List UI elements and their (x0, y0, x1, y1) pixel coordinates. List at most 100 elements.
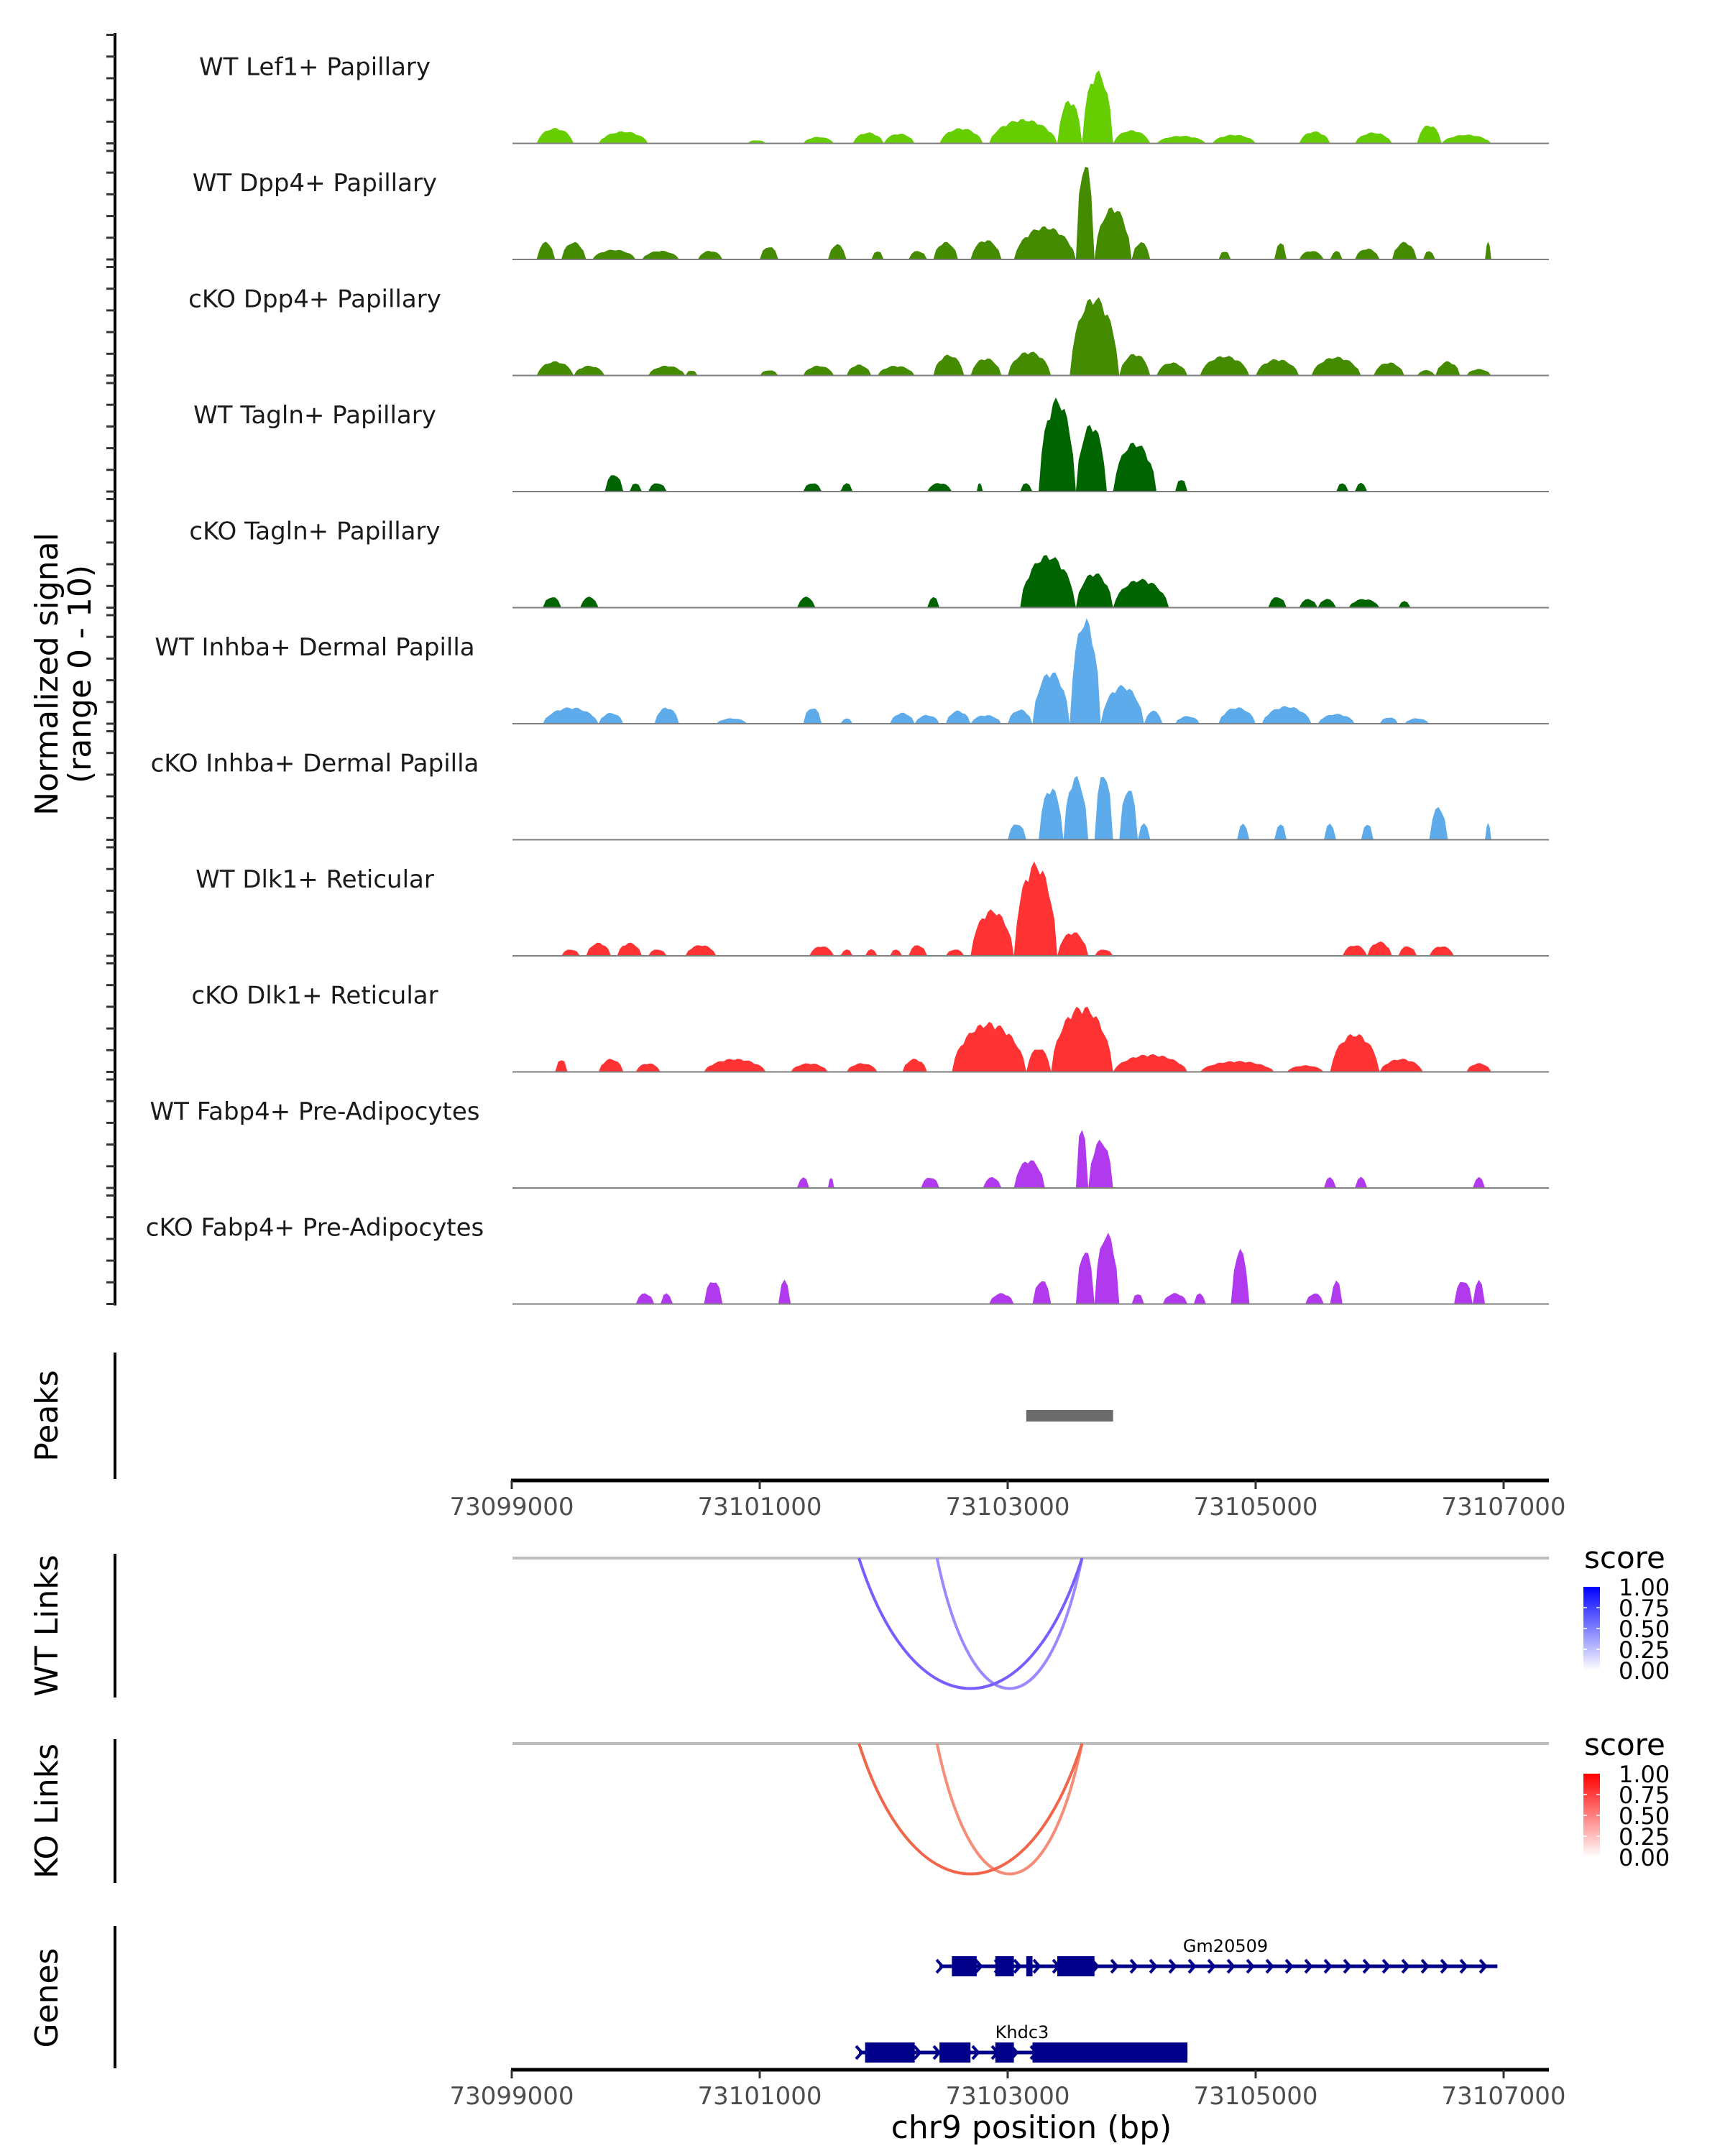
peak-region (1026, 1410, 1113, 1422)
coverage-peak (840, 718, 853, 724)
coverage-peak (1008, 824, 1026, 840)
strand-arrow-icon (1129, 1958, 1138, 1974)
coverage-peak (1119, 791, 1138, 840)
strand-arrow-icon (935, 1958, 944, 1974)
coverage-peak (796, 596, 816, 608)
ko-links-label: KO Links (29, 1743, 65, 1879)
x-tick-label: 73103000 (945, 1493, 1070, 1521)
coverage-peak (1119, 354, 1151, 376)
coverage-peak (629, 483, 643, 492)
coverage-peak (970, 715, 1002, 724)
coverage-peak (586, 942, 611, 956)
strand-arrow-icon (1401, 1958, 1410, 1974)
coverage-peak (1200, 356, 1250, 376)
coverage-peak (1013, 226, 1076, 259)
coverage-track: WT Dlk1+ Reticular (196, 861, 1549, 957)
coverage-peak (648, 949, 667, 956)
coverage-peak (865, 949, 878, 956)
coverage-peak (1299, 131, 1330, 144)
link-arc (935, 1743, 1084, 1876)
coverage-peak (1379, 717, 1399, 724)
coverage-peak (697, 251, 723, 259)
coverage-peak (1218, 252, 1231, 259)
gene: Khdc3 (855, 2022, 1188, 2063)
coverage-peak (1317, 714, 1355, 724)
coverage-peak (1237, 824, 1250, 840)
coverage-peak (1355, 1176, 1368, 1188)
coverage-peak (945, 949, 965, 956)
strand-arrow-icon (1304, 1958, 1313, 1974)
gene: Gm20509 (935, 1936, 1498, 1976)
track-label: WT Fabp4+ Pre-Adipocytes (150, 1097, 480, 1126)
strand-arrow-icon (1032, 1958, 1041, 1974)
coverage-peak (1355, 482, 1368, 492)
coverage-peak (1317, 599, 1337, 608)
coverage-track: cKO Dlk1+ Reticular (191, 982, 1549, 1073)
coverage-peak (970, 358, 1002, 376)
coverage-peak (1138, 823, 1151, 840)
track-label: WT Inhba+ Dermal Papilla (155, 633, 474, 662)
x-axis-top: 73099000 73101000 73103000 73105000 73107000 (449, 1478, 1566, 1521)
x-tick-label: 73101000 (697, 2082, 822, 2111)
coverage-peak (970, 909, 1014, 956)
coverage-peak (1075, 167, 1095, 259)
coverage-peak (704, 1282, 723, 1304)
strand-arrow-icon (1440, 1958, 1449, 1974)
coverage-peak (1131, 242, 1151, 259)
link-arc (935, 1557, 1084, 1690)
track-label: WT Tagln+ Papillary (193, 401, 436, 430)
coverage-peak (1082, 70, 1113, 144)
coverage-peak (555, 1060, 568, 1072)
strand-arrow-icon (1478, 1958, 1488, 1974)
strand-arrow-icon (974, 1958, 983, 1974)
coverage-peak (1156, 135, 1206, 144)
coverage-peak (1422, 251, 1436, 259)
legend-tick-label: 0.00 (1619, 1844, 1670, 1871)
coverage-peak (1070, 618, 1101, 724)
coverage-peak (1032, 672, 1070, 724)
coverage-peak (1311, 356, 1361, 376)
coverage-peak (976, 483, 983, 492)
gene-label: Khdc3 (995, 2022, 1049, 2042)
coverage-peak (1466, 369, 1491, 376)
coverage-peak (902, 1059, 927, 1072)
coverage-peak (1398, 946, 1417, 956)
strand-arrow-icon (1459, 1958, 1468, 1974)
coverage-peak (1218, 707, 1256, 724)
peaks-track-label: Peaks (29, 1370, 65, 1461)
coverage-peak (803, 365, 834, 376)
legend-tick-label: 0.75 (1619, 1595, 1670, 1622)
coverage-peak (933, 241, 958, 259)
coverage-peak (543, 707, 599, 724)
coverage-peak (803, 483, 822, 492)
legend-tick-label: 0.25 (1619, 1636, 1670, 1664)
coverage-peak (598, 1059, 624, 1072)
x-tick-label: 73105000 (1193, 2082, 1317, 2111)
coverage-peak (952, 1021, 1026, 1072)
coverage-peak (1013, 861, 1057, 956)
coverage-peak (536, 241, 556, 259)
legend-tick-label: 0.50 (1619, 1616, 1670, 1643)
legend-colorbar (1583, 1774, 1600, 1857)
coverage-peak (1070, 297, 1120, 376)
coverage-peak (1336, 483, 1349, 492)
coverage-peak (1230, 1248, 1250, 1304)
coverage-peak (1287, 1065, 1324, 1072)
coverage-peak (1075, 425, 1107, 492)
coverage-peak (908, 945, 927, 956)
x-tick-label: 73107000 (1441, 1493, 1565, 1521)
coverage-peak (921, 1178, 940, 1188)
legend-tick-label: 0.25 (1619, 1823, 1670, 1851)
coverage-peak (796, 1177, 809, 1188)
strand-arrow-icon (1362, 1958, 1371, 1974)
coverage-peak (1454, 1281, 1473, 1304)
coverage-peak (1256, 359, 1300, 376)
coverage-track: WT Tagln+ Papillary (193, 397, 1549, 492)
coverage-peak (1323, 1176, 1337, 1188)
coverage-peak (933, 354, 965, 376)
signal-y-axis (106, 33, 116, 1306)
coverage-peak (1051, 1006, 1113, 1072)
track-label: cKO Dpp4+ Papillary (188, 285, 441, 314)
